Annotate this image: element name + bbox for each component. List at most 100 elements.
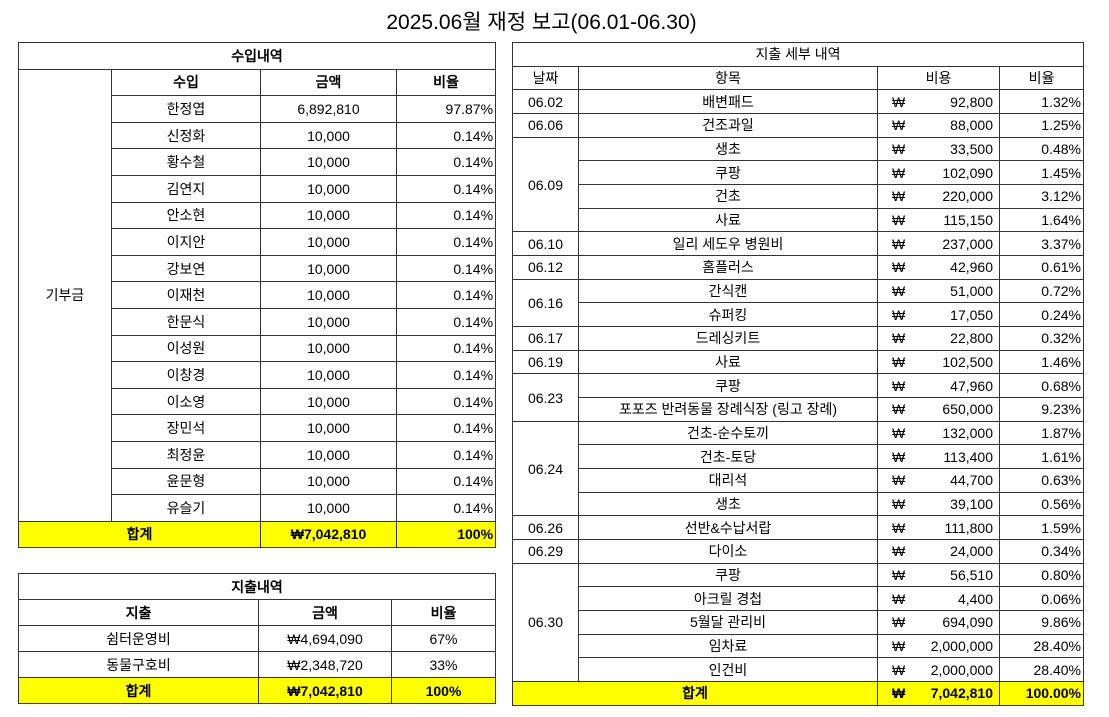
cost-wrap: ₩113,400 [880, 449, 997, 465]
currency-symbol: ₩ [892, 93, 906, 110]
table-row: 사료 ₩115,150 1.64% [513, 207, 1084, 233]
currency-symbol: ₩ [892, 567, 906, 584]
ratio: 0.56% [999, 491, 1084, 517]
item: 드레싱키트 [578, 326, 878, 351]
ratio: 1.59% [999, 515, 1084, 541]
cost: 51,000 [950, 283, 993, 300]
donor-name: 윤문형 [111, 467, 261, 496]
item: 건조과일 [578, 113, 878, 138]
cost-wrap: ₩220,000 [880, 188, 997, 204]
cost-cell: ₩7,042,810 [877, 681, 1000, 706]
total-amount: ₩7,042,810 [258, 677, 392, 704]
cost-cell: ₩47,960 [877, 373, 1000, 399]
item: 간식캔 [578, 278, 878, 304]
item: 배변패드 [578, 89, 878, 115]
total-ratio: 100% [395, 520, 497, 549]
cost-cell: ₩650,000 [877, 397, 1000, 422]
cost-wrap: ₩24,000 [880, 543, 997, 559]
expense-summary-table: 지출내역 지출 금액 비율 쉼터운영비 ₩4,694,090 67% 동물구호비 ₩2,… [18, 573, 496, 704]
item: 쿠팡 [578, 562, 878, 588]
currency-symbol: ₩ [892, 425, 906, 442]
date: 06.10 [512, 231, 579, 257]
cost: 24,000 [950, 543, 993, 560]
item: 건초-순수토끼 [578, 420, 878, 446]
total-label: 합계 [18, 520, 261, 549]
total-ratio: 100.00% [999, 681, 1084, 706]
currency-symbol: ₩ [892, 685, 906, 702]
date: 06.23 [512, 373, 579, 422]
table-row: 06.24 건초-순수토끼 ₩132,000 1.87% [512, 420, 1084, 517]
cost-wrap: ₩44,700 [880, 472, 997, 488]
amount: 10,000 [260, 254, 397, 283]
donor-name: 황수철 [111, 148, 261, 176]
amount: 10,000 [260, 414, 397, 442]
donor-name: 이소영 [111, 387, 261, 416]
income-table: 수입내역 기부금 수입 금액 비율 한정엽 6,892,810 97.87% 신정화 10,00… [17, 42, 497, 549]
table-row: 유슬기 10,000 0.14% [19, 494, 497, 522]
table-row: 아크릴 경첩 ₩4,400 0.06% [513, 586, 1084, 612]
column-header: 지출 [18, 599, 259, 626]
total-row: 합계 ₩7,042,810 100.00% [512, 681, 1084, 706]
cost: 47,960 [950, 377, 993, 394]
item: 슈퍼킹 [578, 302, 878, 328]
currency-symbol: ₩ [892, 164, 906, 181]
cost-cell: ₩88,000 [877, 113, 1000, 138]
currency-symbol: ₩ [892, 638, 906, 655]
donor-name: 한정엽 [111, 95, 261, 123]
cost: 2,000,000 [930, 638, 993, 655]
date: 06.02 [512, 89, 579, 115]
cost-wrap: ₩132,000 [880, 425, 997, 441]
table-row: 이지안 10,000 0.14% [19, 228, 497, 256]
ratio: 0.80% [999, 562, 1084, 588]
table-row: 06.26 선반&수납서랍 ₩111,800 1.59% [512, 515, 1084, 541]
item: 인건비 [578, 657, 878, 683]
table-row: 동물구호비 ₩2,348,720 33% [18, 651, 496, 678]
column-header: 비율 [391, 599, 496, 626]
ratio: 9.23% [999, 397, 1084, 422]
cost-wrap: ₩237,000 [880, 236, 997, 252]
ratio: 1.64% [999, 207, 1084, 233]
item: 임차료 [578, 633, 878, 659]
cost-wrap: ₩88,000 [880, 117, 997, 133]
table-row: 임차료 ₩2,000,000 28.40% [513, 633, 1084, 659]
currency-symbol: ₩ [892, 519, 906, 536]
ratio: 0.14% [395, 121, 497, 150]
ratio: 3.37% [999, 231, 1084, 257]
ratio: 0.34% [999, 539, 1084, 564]
donor-name: 이재천 [111, 281, 261, 309]
item: 쿠팡 [578, 373, 878, 399]
cost: 88,000 [950, 117, 993, 134]
cost: 33,500 [950, 141, 993, 158]
cost: 694,090 [942, 614, 993, 631]
table-row: 한문식 10,000 0.14% [19, 307, 497, 336]
table-row: 06.06 건조과일 ₩88,000 1.25% [512, 113, 1084, 138]
item: 사료 [578, 207, 878, 233]
date: 06.06 [512, 113, 579, 138]
cost: 115,150 [943, 212, 993, 229]
ratio: 0.14% [395, 254, 497, 283]
ratio: 0.14% [395, 228, 497, 256]
amount: 10,000 [260, 440, 397, 469]
cost: 102,090 [942, 164, 993, 181]
amount: 10,000 [260, 467, 397, 496]
item: 아크릴 경첩 [578, 586, 878, 612]
currency-symbol: ₩ [892, 306, 906, 323]
cost-cell: ₩39,100 [877, 491, 1000, 517]
table-row: 건초-토당 ₩113,400 1.61% [513, 444, 1084, 470]
column-header: 비용 [877, 65, 1000, 91]
donor-name: 한문식 [111, 307, 261, 336]
cost: 2,000,000 [930, 661, 993, 678]
amount: ₩4,694,090 [258, 625, 392, 652]
cost-wrap: ₩7,042,810 [880, 685, 997, 701]
table-row: 쿠팡 ₩102,090 1.45% [513, 160, 1084, 186]
item: 다이소 [578, 539, 878, 564]
currency-symbol: ₩ [892, 141, 906, 158]
donor-name: 유슬기 [111, 494, 261, 522]
cost: 39,100 [950, 496, 993, 513]
expense-name: 동물구호비 [18, 651, 259, 678]
ratio: 0.14% [395, 387, 497, 416]
amount: ₩2,348,720 [258, 651, 392, 678]
cost: 113,400 [943, 448, 993, 465]
cost-cell: ₩2,000,000 [877, 657, 1000, 683]
cost: 237,000 [942, 235, 993, 252]
